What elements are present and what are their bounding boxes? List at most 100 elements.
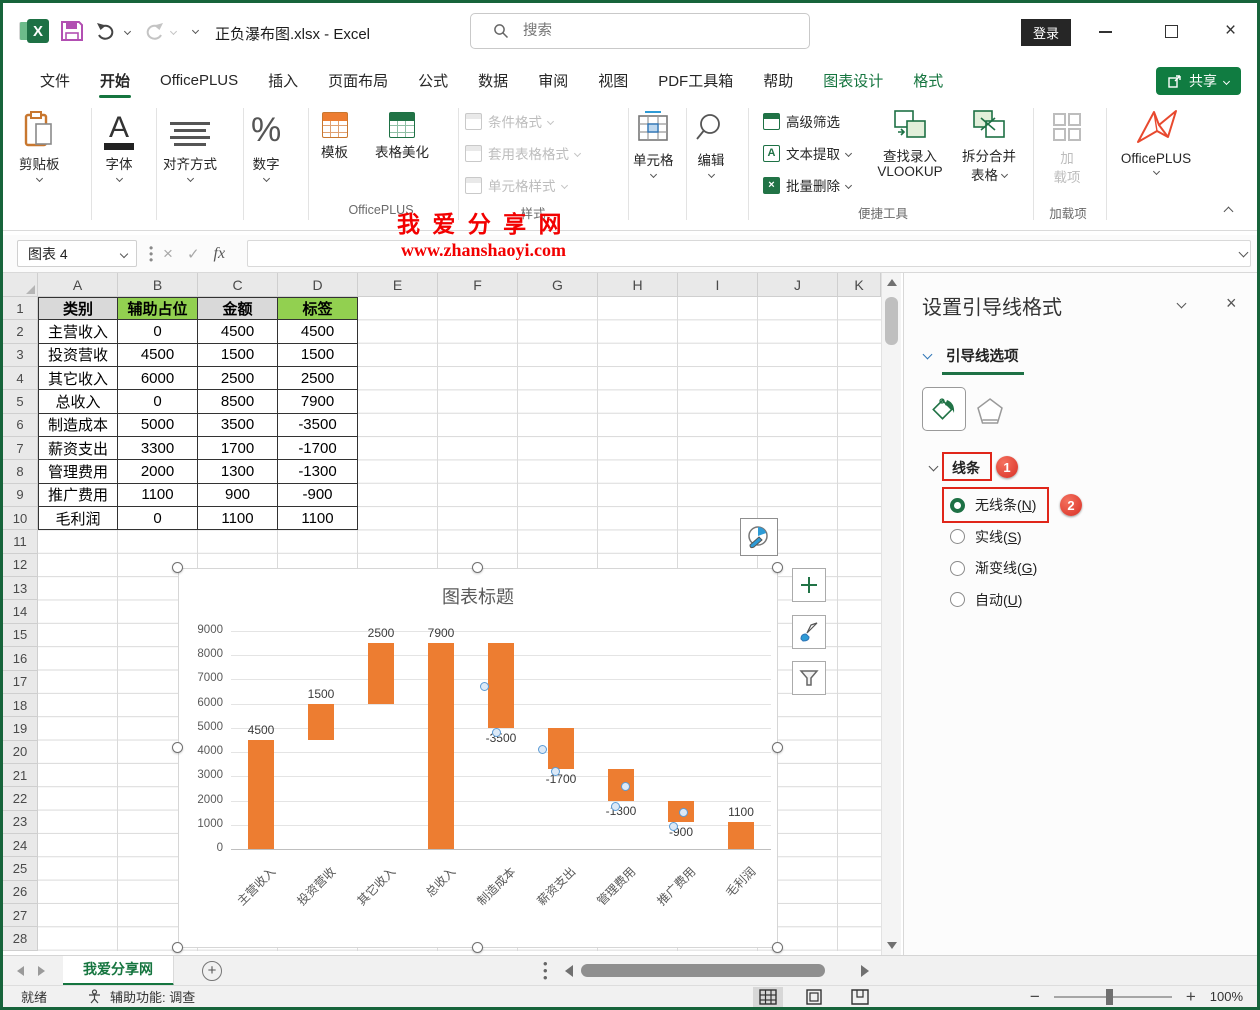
x-axis-category-label[interactable]: 推广费用 xyxy=(654,864,699,909)
x-axis-category-label[interactable]: 毛利润 xyxy=(722,864,759,900)
column-header-E[interactable]: E xyxy=(358,273,438,297)
row-header-17[interactable]: 17 xyxy=(3,670,38,694)
x-axis-category-label[interactable]: 投资营收 xyxy=(294,864,339,909)
line-section-chevron-icon[interactable] xyxy=(928,461,939,472)
normal-view-button[interactable] xyxy=(753,986,783,1007)
x-axis-category-label[interactable]: 管理费用 xyxy=(594,864,639,909)
table-cell[interactable]: 3500 xyxy=(198,413,278,438)
vertical-scroll-thumb[interactable] xyxy=(885,297,898,345)
chart-handle-sw[interactable] xyxy=(172,942,183,953)
ribbon-tab-3[interactable]: 插入 xyxy=(268,72,299,90)
table-cell[interactable]: 4500 xyxy=(118,343,198,368)
new-sheet-button[interactable]: + xyxy=(202,960,222,981)
customize-qat-icon[interactable] xyxy=(191,26,200,35)
row-header-21[interactable]: 21 xyxy=(3,763,38,788)
table-beautify-button[interactable]: 表格美化 xyxy=(375,112,429,161)
y-axis-tick-label[interactable]: 7000 xyxy=(197,672,223,685)
ribbon-tab-10[interactable]: 帮助 xyxy=(763,72,794,90)
chart-handle-e[interactable] xyxy=(772,742,783,753)
table-cell[interactable]: 1100 xyxy=(118,483,198,508)
data-label[interactable]: -3500 xyxy=(485,730,517,745)
data-label[interactable]: -1700 xyxy=(545,772,577,787)
table-cell[interactable]: 管理费用 xyxy=(38,460,118,484)
x-axis-category-label[interactable]: 制造成本 xyxy=(474,864,519,909)
data-label[interactable]: -900 xyxy=(668,825,694,840)
chart-handle-nw[interactable] xyxy=(172,562,183,573)
row-header-9[interactable]: 9 xyxy=(3,483,38,508)
table-cell[interactable]: 0 xyxy=(118,390,198,414)
pane-close-icon[interactable]: × xyxy=(1226,293,1237,313)
table-cell[interactable]: 1500 xyxy=(278,343,358,368)
row-header-2[interactable]: 2 xyxy=(3,320,38,344)
table-cell[interactable]: 1700 xyxy=(198,437,278,461)
row-header-26[interactable]: 26 xyxy=(3,880,38,904)
column-header-K[interactable]: K xyxy=(838,273,881,297)
alignment-group-button[interactable]: 对齐方式 xyxy=(163,110,217,183)
section-chevron-icon[interactable] xyxy=(922,349,933,360)
row-header-14[interactable]: 14 xyxy=(3,600,38,624)
row-header-27[interactable]: 27 xyxy=(3,903,38,928)
chart-bar[interactable] xyxy=(308,703,334,740)
radio-unselected[interactable] xyxy=(950,592,965,607)
line-option-1[interactable]: 实线(S) xyxy=(950,526,1022,548)
formula-input[interactable] xyxy=(247,240,1251,267)
chart-bar[interactable] xyxy=(368,643,394,704)
table-cell[interactable]: 制造成本 xyxy=(38,413,118,438)
chart-handle-w[interactable] xyxy=(172,742,183,753)
chart-handle-n[interactable] xyxy=(472,562,483,573)
chart-handle-s[interactable] xyxy=(472,942,483,953)
number-group-button[interactable]: % 数字 xyxy=(251,110,281,183)
data-label[interactable]: 7900 xyxy=(427,626,455,641)
formula-bar-splitter[interactable]: • • • xyxy=(149,241,154,267)
radio-selected[interactable] xyxy=(950,497,965,513)
table-cell[interactable]: 7900 xyxy=(278,390,358,414)
table-header-cell[interactable]: 类别 xyxy=(38,297,118,321)
table-cell[interactable]: -900 xyxy=(278,483,358,508)
y-axis-tick-label[interactable]: 8000 xyxy=(197,648,223,661)
undo-dropdown-icon[interactable] xyxy=(123,27,132,36)
column-header-H[interactable]: H xyxy=(598,273,678,297)
fill-line-tab[interactable] xyxy=(922,387,966,431)
table-cell[interactable]: 3300 xyxy=(118,437,198,461)
excel-app-icon[interactable]: X xyxy=(19,16,49,46)
table-cell[interactable]: 0 xyxy=(118,507,198,531)
page-layout-view-button[interactable] xyxy=(799,987,829,1007)
chart-bar[interactable] xyxy=(248,740,274,849)
y-axis-tick-label[interactable]: 9000 xyxy=(197,624,223,636)
chart-handle-ne[interactable] xyxy=(772,562,783,573)
column-header-A[interactable]: A xyxy=(38,273,118,297)
advanced-filter-button[interactable]: 高级筛选 xyxy=(763,110,840,132)
scroll-up-icon[interactable] xyxy=(887,279,897,286)
y-axis-tick-label[interactable]: 3000 xyxy=(197,769,223,782)
table-header-cell[interactable]: 金额 xyxy=(198,297,278,321)
table-cell[interactable]: -3500 xyxy=(278,413,358,438)
row-header-5[interactable]: 5 xyxy=(3,390,38,414)
name-box-dropdown-icon[interactable] xyxy=(119,249,129,258)
table-cell[interactable]: 投资营收 xyxy=(38,343,118,368)
x-axis-category-label[interactable]: 其它收入 xyxy=(354,864,399,909)
ribbon-tab-1[interactable]: 开始 xyxy=(85,60,145,100)
zoom-in-button[interactable]: + xyxy=(1185,986,1196,1006)
ribbon-tab-9[interactable]: PDF工具箱 xyxy=(658,72,734,90)
row-header-11[interactable]: 11 xyxy=(3,530,38,554)
chart-bar[interactable] xyxy=(488,643,514,728)
scroll-down-icon[interactable] xyxy=(887,942,897,949)
batch-delete-button[interactable]: × 批量删除 xyxy=(763,174,853,196)
row-header-16[interactable]: 16 xyxy=(3,647,38,671)
chart-bar[interactable] xyxy=(548,727,574,770)
ribbon-tab-4[interactable]: 页面布局 xyxy=(328,72,389,90)
table-cell[interactable]: 8500 xyxy=(198,390,278,414)
table-cell[interactable]: 1100 xyxy=(198,507,278,531)
row-header-24[interactable]: 24 xyxy=(3,833,38,858)
ribbon-tab-11[interactable]: 图表设计 xyxy=(823,72,884,90)
y-axis-tick-label[interactable]: 0 xyxy=(216,842,223,854)
chart-filters-button[interactable] xyxy=(792,661,826,695)
insert-function-icon[interactable]: fx xyxy=(213,244,226,262)
cells-button[interactable]: 单元格 xyxy=(633,110,674,179)
row-header-20[interactable]: 20 xyxy=(3,740,38,764)
line-option-0[interactable]: 无线条(N) xyxy=(950,494,1036,516)
save-icon[interactable] xyxy=(59,18,85,44)
chart-handle-se[interactable] xyxy=(772,942,783,953)
row-header-19[interactable]: 19 xyxy=(3,717,38,741)
share-button[interactable]: 共享 xyxy=(1156,67,1241,95)
